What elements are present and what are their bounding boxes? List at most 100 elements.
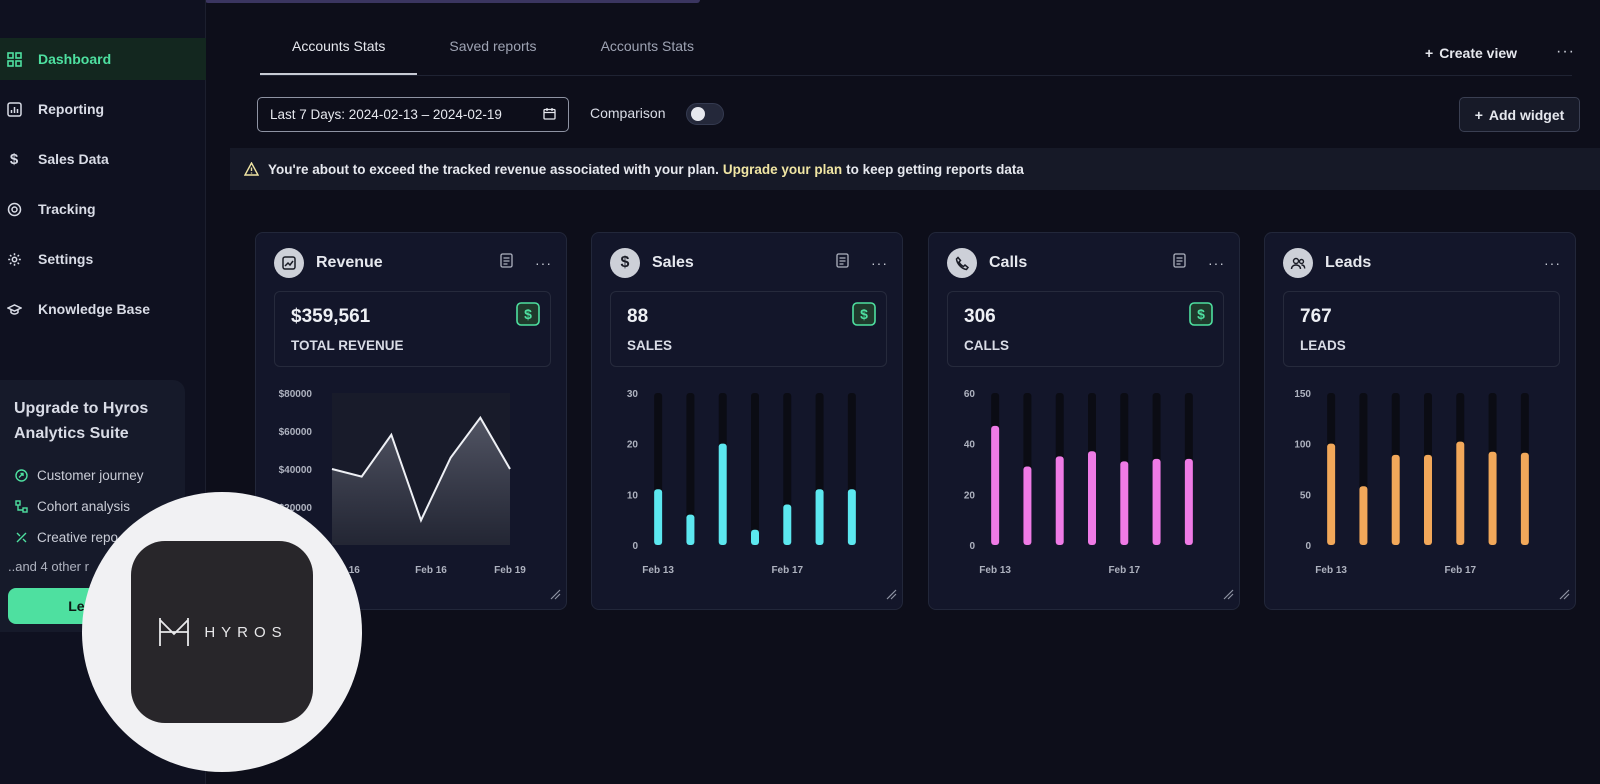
card-more-icon[interactable]: ··· [535,255,552,271]
resize-handle-icon[interactable] [885,587,897,605]
dollar-icon: $ [610,248,640,278]
bar [815,489,824,545]
dollar-badge-icon: $ [516,302,540,331]
stat-label: CALLS [964,338,1009,353]
stat-value: $359,561 [291,306,371,327]
plus-icon: + [1425,45,1434,61]
x-tick-label: Feb 19 [494,565,526,576]
report-tabs: Accounts Stats Saved reports Accounts St… [260,36,726,76]
sidebar-item-knowledge-base[interactable]: Knowledge Base [0,288,206,330]
sidebar-item-label: Settings [38,251,94,267]
bar [1488,451,1497,545]
sidebar-item-label: Reporting [38,101,105,117]
sidebar-item-label: Sales Data [38,151,109,167]
toggle-knob [691,107,705,121]
y-tick-label: 0 [969,541,975,552]
top-bar-edge [205,0,700,3]
gear-icon [6,251,22,267]
stat-box: 88 SALES $ [610,291,887,367]
bar [654,489,663,545]
tab-accounts-stats[interactable]: Accounts Stats [260,36,418,76]
card-more-icon[interactable]: ··· [871,255,888,271]
y-tick-label: 20 [627,440,639,451]
add-widget-button[interactable]: + Add widget [1459,97,1580,132]
sidebar-item-tracking[interactable]: Tracking [0,188,206,230]
bar [847,489,856,545]
report-icon[interactable] [1173,253,1186,273]
bar [1391,454,1400,545]
alert-text-end: to keep getting reports data [846,161,1024,177]
date-range-value: Last 7 Days: 2024-02-13 – 2024-02-19 [270,107,502,122]
y-tick-label: 60 [964,389,976,400]
x-tick-label: Feb 17 [771,565,803,576]
graduation-cap-icon [6,301,22,317]
tab-saved-reports[interactable]: Saved reports [449,38,537,54]
dollar-icon: $ [9,150,19,168]
bar [1184,458,1193,545]
metric-card-leads: Leads ··· 767 LEADS 150 100 50 0 Feb 13 Feb 1… [1264,232,1576,610]
resize-handle-icon[interactable] [1222,587,1234,605]
tabs-divider [260,75,1572,76]
hyros-logo: HYROS [131,541,313,723]
bar [718,443,727,545]
bar [1327,443,1336,545]
bar [1424,454,1432,545]
stat-label: LEADS [1300,338,1346,353]
sidebar-item-dashboard[interactable]: Dashboard [0,38,206,80]
stat-label: SALES [627,338,673,353]
leads-chart: 150 100 50 0 Feb 13 Feb 17 [1294,389,1529,576]
card-more-icon[interactable]: ··· [1544,255,1561,271]
x-tick-label: Feb 13 [642,565,674,576]
sidebar-item-label: Dashboard [38,51,112,67]
comparison-toggle[interactable] [686,103,724,125]
y-tick-label: 20 [964,490,976,501]
y-tick-label: 10 [627,490,639,501]
upgrade-title: Upgrade to Hyros Analytics Suite [14,400,149,442]
hyros-logo-overlay: HYROS [82,492,362,772]
report-icon[interactable] [836,253,849,273]
x-tick-label: Feb 17 [1108,565,1140,576]
bar [1120,461,1129,545]
stat-value: 88 [627,306,649,327]
sidebar-item-sales-data[interactable]: $ Sales Data [0,138,206,180]
y-tick-label: 0 [632,541,638,552]
upgrade-feature-label: Cohort analysis [37,499,131,514]
svg-text:$: $ [860,306,868,322]
resize-handle-icon[interactable] [1558,587,1570,605]
y-tick-label: 100 [1294,440,1311,451]
dollar-badge-icon: $ [1189,302,1213,331]
y-tick-label: 30 [627,389,639,400]
sidebar-item-reporting[interactable]: Reporting [0,88,206,130]
sidebar-item-settings[interactable]: Settings [0,238,206,280]
resize-handle-icon[interactable] [549,587,561,605]
upgrade-feature: Customer journey [14,460,185,491]
metric-card-sales: $ Sales ··· 88 SALES $ 30 20 10 0 Feb 13 Feb … [591,232,903,610]
svg-text:$: $ [524,306,532,322]
create-view-button[interactable]: + Create view [1425,45,1517,61]
report-icon[interactable] [500,253,513,273]
svg-text:$: $ [1197,306,1205,322]
bar [783,504,792,545]
upgrade-feature: Cohort analysis [14,491,185,522]
phone-icon [947,248,977,278]
more-options-icon[interactable]: ··· [1556,43,1575,60]
card-title: Leads [1325,254,1372,271]
bar-track [686,393,695,545]
cohort-icon [14,500,28,514]
y-tick-label: $80000 [279,389,313,400]
bar-track [751,393,759,545]
y-tick-label: 40 [964,440,976,451]
tab-accounts-stats-2[interactable]: Accounts Stats [600,38,694,54]
grid-icon [6,51,22,67]
bar [1456,441,1465,545]
card-more-icon[interactable]: ··· [1208,255,1225,271]
bar-chart-icon [6,101,22,117]
bar [1152,458,1161,545]
date-range-picker[interactable]: Last 7 Days: 2024-02-13 – 2024-02-19 [257,97,569,132]
x-tick-label: Feb 16 [415,565,447,576]
upgrade-plan-link[interactable]: Upgrade your plan [722,161,843,177]
metric-card-calls: Calls ··· 306 CALLS $ 60 40 20 0 Feb 13 Feb 1… [928,232,1240,610]
upgrade-feature-label: Creative repo [37,530,119,545]
bar [1023,466,1032,545]
